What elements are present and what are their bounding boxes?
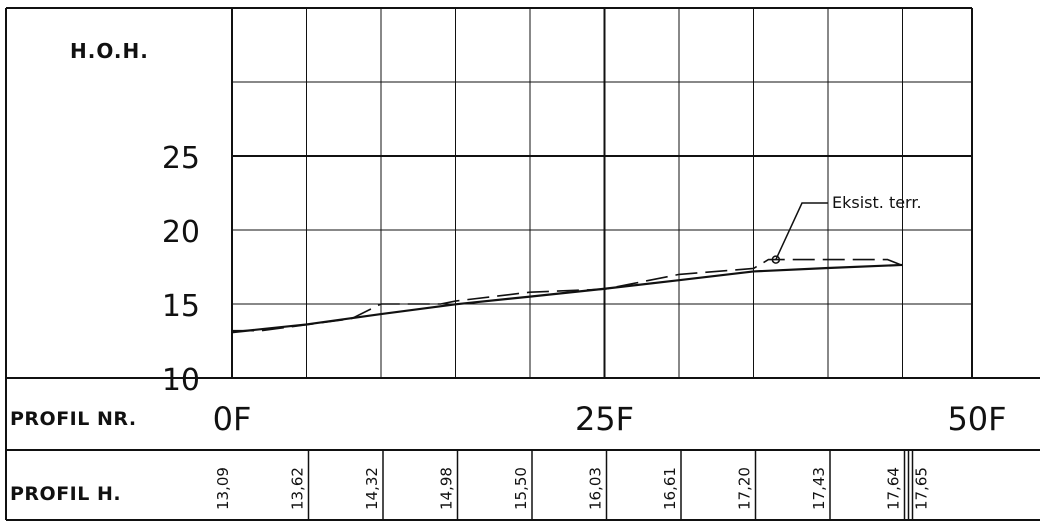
profile-height-value: 17,64 [885,467,903,510]
profile-height-value: 17,20 [736,467,754,510]
annotation-marker [771,255,781,264]
profile-height-value: 16,61 [661,467,679,510]
profile-height-value: 14,98 [438,467,456,510]
unit-label: H.O.H. [70,39,149,63]
profile-number-label: 25F [575,400,634,438]
profile-number-label: 50F [947,400,1006,438]
y-tick-label: 10 [162,363,200,398]
profile-height-value: 13,62 [289,467,307,510]
profile-height-values: 13,09 13,62 14,32 14,98 15,50 16,03 16,61 17,20… [214,450,931,520]
y-tick-label: 25 [162,141,200,176]
annotation-text: Eksist. terr. [832,193,922,212]
existing-terrain-annotation: Eksist. terr. [771,193,922,264]
y-axis-tick-labels: 10 15 20 25 [162,141,200,398]
y-tick-label: 20 [162,215,200,250]
profile-height-value: 15,50 [512,467,530,510]
profile-number-label: 0F [213,400,252,438]
profile-series [231,258,903,334]
profile-height-value: 17,43 [810,467,828,510]
profile-number-labels: 0F 25F 50F [213,400,1007,438]
drawing-frame [5,7,1040,521]
y-tick-label: 15 [162,289,200,324]
profile-height-value: 14,32 [363,467,381,510]
profile-height-value: 17,65 [913,467,931,510]
profile-height-value: 13,09 [214,467,232,510]
chart-grid [232,8,972,379]
profile-height-value: 16,03 [587,467,605,510]
profile-height-row-label: PROFIL H. [10,483,121,505]
profile-line-solid [231,263,903,334]
annotation-leader-line [775,202,828,260]
profile-number-row-label: PROFIL NR. [10,408,137,430]
existing-terrain-line-dashed [232,258,903,332]
